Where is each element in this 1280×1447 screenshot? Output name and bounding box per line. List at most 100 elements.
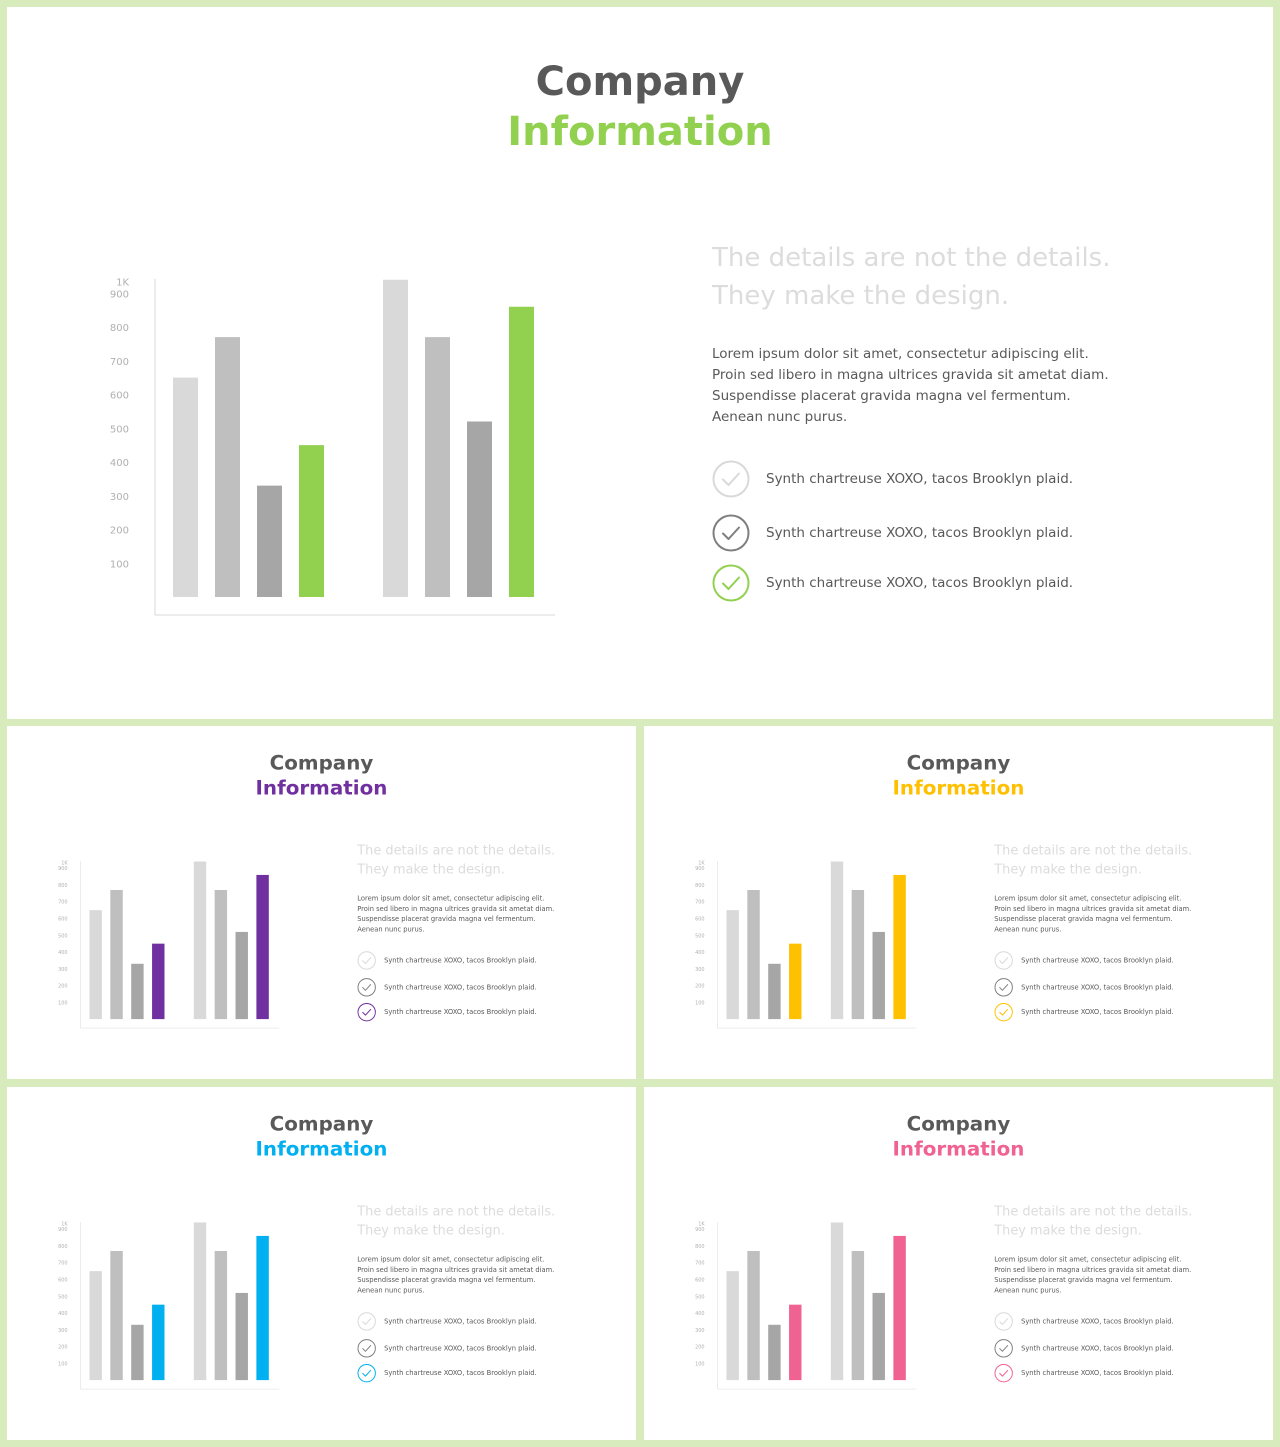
check-circle-icon <box>712 460 750 498</box>
body-paragraph: Lorem ipsum dolor sit amet, consectetur … <box>712 346 1109 425</box>
y-tick-label: 300 <box>695 967 704 973</box>
check-circle-icon <box>994 1339 1013 1358</box>
check-circle-icon <box>357 978 376 997</box>
checklist-item-1: Synth chartreuse XOXO, tacos Brooklyn pl… <box>712 459 1132 499</box>
y-tick-label: 300 <box>58 967 67 973</box>
body-paragraph: Lorem ipsum dolor sit amet, consectetur … <box>994 1255 1192 1295</box>
title-information: Information <box>892 776 1025 800</box>
title-company: Company <box>535 59 745 105</box>
chart-bar <box>131 1324 144 1381</box>
chart-bar <box>173 377 198 597</box>
checklist-text: Synth chartreuse XOXO, tacos Brooklyn pl… <box>1021 1008 1174 1017</box>
chart-bar <box>747 890 760 1020</box>
y-tick-label: 500 <box>58 933 67 939</box>
y-tick-label: 1K <box>61 860 68 866</box>
chart-bar <box>256 1235 269 1381</box>
y-tick-label: 800 <box>695 1244 704 1250</box>
checklist-text: Synth chartreuse XOXO, tacos Brooklyn pl… <box>766 471 1074 487</box>
y-tick-label: 500 <box>110 424 129 435</box>
y-tick-label: 100 <box>695 1000 704 1006</box>
checklist-text: Synth chartreuse XOXO, tacos Brooklyn pl… <box>384 983 537 992</box>
title-block: Company Information <box>644 751 1273 801</box>
checklist-text: Synth chartreuse XOXO, tacos Brooklyn pl… <box>384 956 537 965</box>
checklist-item-2: Synth chartreuse XOXO, tacos Brooklyn pl… <box>994 977 1203 997</box>
checklist-text: Synth chartreuse XOXO, tacos Brooklyn pl… <box>1021 956 1174 965</box>
check-circle-icon <box>357 1363 376 1383</box>
y-tick-label: 800 <box>110 323 129 334</box>
y-tick-label: 100 <box>58 1361 67 1367</box>
y-tick-label: 700 <box>695 900 704 906</box>
headline-line-1: The details are not the details. <box>994 1204 1193 1220</box>
chart-bar <box>235 931 248 1020</box>
title-block: Company Information <box>644 1112 1273 1162</box>
check-circle-icon <box>357 1312 376 1331</box>
slide-content: Company Information 1K 900 800 700 600 500 400… <box>7 726 636 1079</box>
chart-bar <box>509 306 534 597</box>
y-tick-label: 800 <box>695 883 704 889</box>
chart-bar <box>425 337 450 597</box>
y-tick-label: 500 <box>58 1294 67 1300</box>
chart-bar <box>747 1251 760 1381</box>
chart-bar <box>893 1235 906 1381</box>
check-circle-icon <box>712 514 750 552</box>
chart-bar <box>299 445 324 597</box>
headline-line-1: The details are not the details. <box>357 1204 556 1220</box>
title-information: Information <box>255 776 388 800</box>
y-tick-label: 1K <box>61 1221 68 1227</box>
chart-bar <box>152 943 165 1020</box>
slide-purple: Company Information 1K 900 800 700 600 500 400… <box>7 726 636 1079</box>
slide-yellow: Company Information 1K 900 800 700 600 500 400… <box>644 726 1273 1079</box>
check-circle-icon <box>357 951 376 970</box>
chart-bar <box>830 1222 844 1381</box>
headline-line-2: They make the design. <box>712 281 1010 311</box>
checklist-text: Synth chartreuse XOXO, tacos Brooklyn pl… <box>1021 1369 1174 1378</box>
slide-pink: Company Information 1K 900 800 700 600 500 400… <box>644 1087 1273 1440</box>
chart-bar <box>89 1271 102 1381</box>
y-tick-label: 300 <box>695 1328 704 1334</box>
y-tick-label: 800 <box>58 883 67 889</box>
chart-bar <box>851 1251 865 1381</box>
chart-bar <box>193 1222 207 1381</box>
chart-bar <box>789 943 802 1020</box>
checklist-text: Synth chartreuse XOXO, tacos Brooklyn pl… <box>766 525 1074 541</box>
headline: The details are not the details. They ma… <box>712 239 1152 315</box>
y-tick-label: 600 <box>695 1277 704 1283</box>
y-tick-label: 400 <box>58 1311 67 1317</box>
chart-bar <box>214 1251 228 1381</box>
chart-bar <box>789 1304 802 1381</box>
check-circle-icon <box>994 1363 1013 1383</box>
y-tick-label: 500 <box>695 933 704 939</box>
y-tick-label: 100 <box>695 1361 704 1367</box>
slide-content: Company Information 1K 900 800 700 600 500 400… <box>644 1087 1273 1440</box>
y-tick-label: 400 <box>695 950 704 956</box>
checklist-item-2: Synth chartreuse XOXO, tacos Brooklyn pl… <box>994 1338 1203 1358</box>
chart-bar <box>893 874 906 1020</box>
y-tick-label: 600 <box>58 916 67 922</box>
chart-bar <box>235 1292 248 1381</box>
checklist-item-1: Synth chartreuse XOXO, tacos Brooklyn pl… <box>357 951 566 971</box>
checklist-item-3: Synth chartreuse XOXO, tacos Brooklyn pl… <box>357 1363 566 1383</box>
chart-bar <box>89 910 102 1020</box>
title-information: Information <box>892 1137 1025 1161</box>
y-tick-label: 400 <box>695 1311 704 1317</box>
title-information: Information <box>255 1137 388 1161</box>
y-tick-label: 600 <box>110 391 129 402</box>
checklist-text: Synth chartreuse XOXO, tacos Brooklyn pl… <box>384 1369 537 1378</box>
y-tick-label: 300 <box>58 1328 67 1334</box>
title-information: Information <box>507 109 773 155</box>
chart-bar <box>872 1292 885 1381</box>
headline-line-1: The details are not the details. <box>357 843 556 859</box>
y-tick-label: 700 <box>58 900 67 906</box>
slide-blue: Company Information 1K 900 800 700 600 500 400… <box>7 1087 636 1440</box>
checklist-item-1: Synth chartreuse XOXO, tacos Brooklyn pl… <box>994 951 1203 971</box>
title-company: Company <box>269 751 374 775</box>
headline: The details are not the details. They ma… <box>994 1202 1213 1240</box>
body-paragraph: Lorem ipsum dolor sit amet, consectetur … <box>994 894 1192 934</box>
body-paragraph: Lorem ipsum dolor sit amet, consectetur … <box>357 894 555 934</box>
title-block: Company Information <box>7 1112 636 1162</box>
chart-bar <box>215 337 240 597</box>
